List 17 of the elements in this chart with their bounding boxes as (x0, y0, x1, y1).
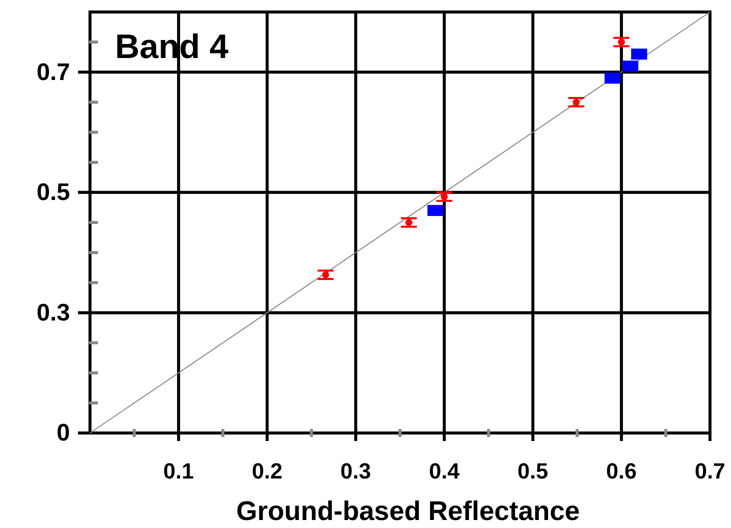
y-tick-label: 0.5 (36, 179, 70, 206)
point (405, 219, 412, 226)
x-axis-title: Ground-based Reflectance (236, 496, 580, 526)
x-tick-label: 0.5 (518, 458, 548, 484)
y-tick-label: 0.3 (36, 299, 70, 326)
y-tick-label: 0 (56, 420, 70, 447)
x-tick-label: 0.6 (606, 458, 637, 484)
y-tick-label: 0.7 (36, 58, 70, 86)
x-tick-label: 0.7 (694, 458, 726, 484)
point (322, 271, 330, 278)
x-tick-label: 0.3 (340, 458, 372, 484)
point (618, 38, 625, 46)
x-tick-label: 0.2 (252, 458, 282, 484)
x-tick-label: 0.1 (163, 458, 194, 484)
x-tick-label: 0.4 (428, 458, 460, 484)
point (572, 98, 580, 106)
point (440, 193, 448, 200)
